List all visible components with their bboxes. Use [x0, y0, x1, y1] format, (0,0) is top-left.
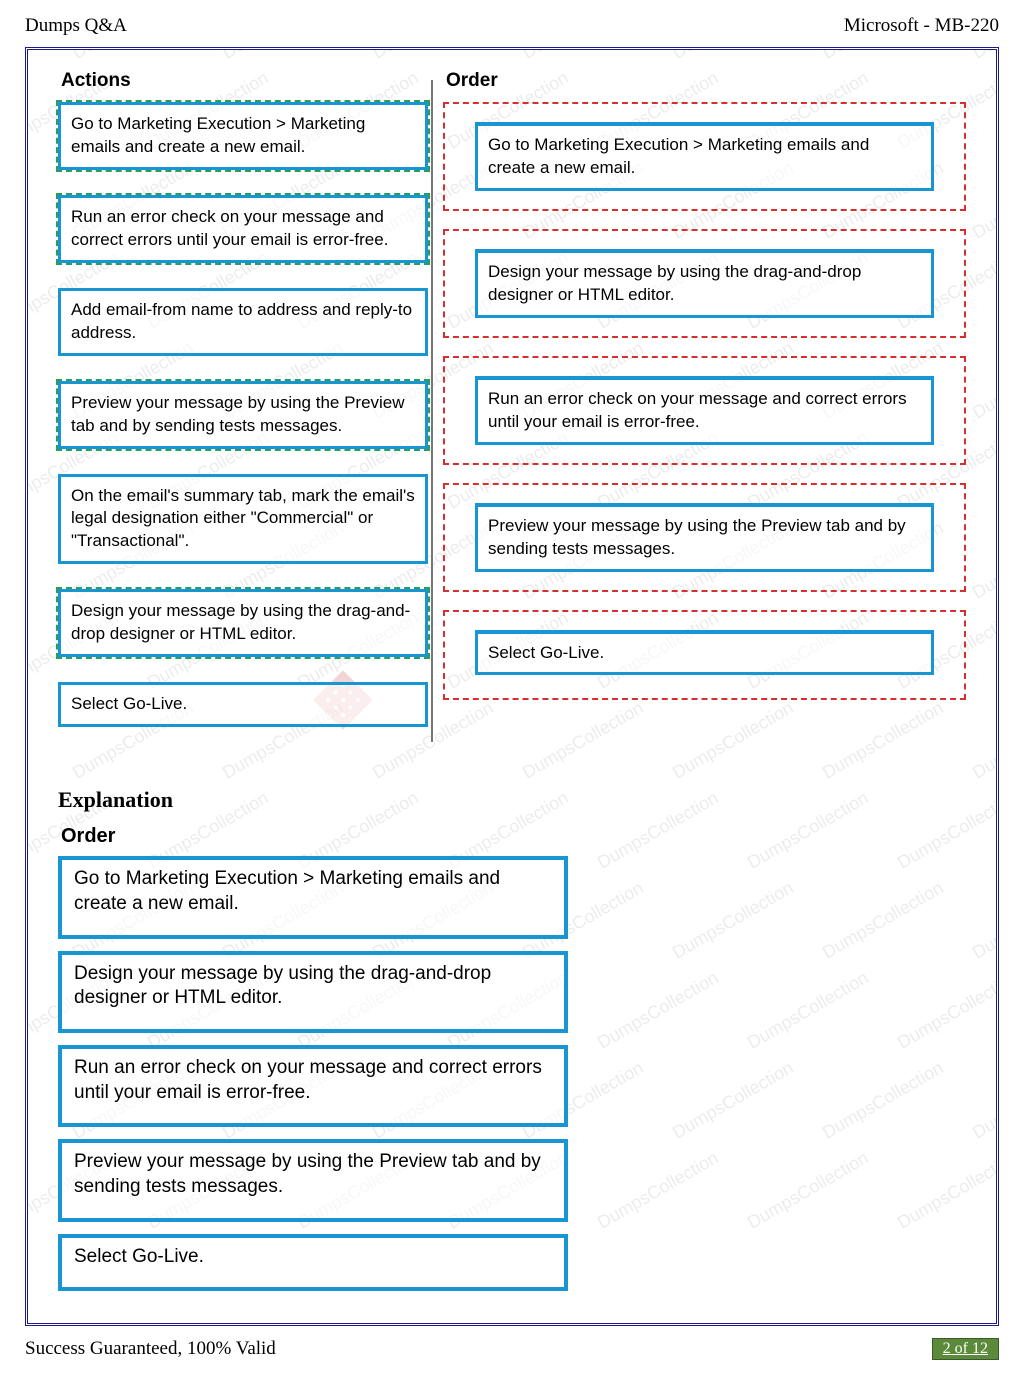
action-item[interactable]: Add email-from name to address and reply…: [58, 288, 428, 356]
page-number-badge: 2 of 12: [932, 1338, 999, 1360]
action-item[interactable]: Select Go-Live.: [58, 682, 428, 727]
actions-column: Actions Go to Marketing Execution > Mark…: [58, 70, 428, 752]
order-item[interactable]: Design your message by using the drag-an…: [475, 249, 934, 318]
order-title: Order: [443, 70, 966, 92]
order-item[interactable]: Preview your message by using the Previe…: [475, 503, 934, 572]
order-column: Order Go to Marketing Execution > Market…: [443, 70, 966, 752]
content-area: Actions Go to Marketing Execution > Mark…: [58, 70, 966, 1291]
action-item[interactable]: Preview your message by using the Previe…: [58, 381, 428, 449]
main-frame: DumpsCollectionDumpsCollectionDumpsColle…: [25, 47, 999, 1326]
order-item[interactable]: Select Go-Live.: [475, 630, 934, 676]
explanation-item: Select Go-Live.: [58, 1234, 568, 1292]
order-slot[interactable]: Select Go-Live.: [443, 610, 966, 700]
explanation-item: Go to Marketing Execution > Marketing em…: [58, 856, 568, 938]
page-root: Dumps Q&A Microsoft - MB-220 DumpsCollec…: [0, 0, 1024, 1375]
explanation-item: Design your message by using the drag-an…: [58, 951, 568, 1033]
order-slot[interactable]: Run an error check on your message and c…: [443, 356, 966, 465]
order-slot[interactable]: Design your message by using the drag-an…: [443, 229, 966, 338]
order-item[interactable]: Go to Marketing Execution > Marketing em…: [475, 122, 934, 191]
order-item[interactable]: Run an error check on your message and c…: [475, 376, 934, 445]
header-left: Dumps Q&A: [25, 15, 127, 37]
explanation-item: Run an error check on your message and c…: [58, 1045, 568, 1127]
explanation-heading: Explanation: [58, 787, 966, 813]
explanation-order-title: Order: [58, 825, 966, 848]
explanation-item: Preview your message by using the Previe…: [58, 1139, 568, 1221]
page-header: Dumps Q&A Microsoft - MB-220: [25, 15, 999, 37]
footer-left: Success Guaranteed, 100% Valid: [25, 1338, 276, 1360]
action-item[interactable]: Go to Marketing Execution > Marketing em…: [58, 102, 428, 170]
action-item[interactable]: Run an error check on your message and c…: [58, 195, 428, 263]
order-slot[interactable]: Preview your message by using the Previe…: [443, 483, 966, 592]
order-slot[interactable]: Go to Marketing Execution > Marketing em…: [443, 102, 966, 211]
header-right: Microsoft - MB-220: [844, 15, 999, 37]
action-item[interactable]: Design your message by using the drag-an…: [58, 589, 428, 657]
action-item[interactable]: On the email's summary tab, mark the ema…: [58, 474, 428, 565]
drag-drop-exercise: Actions Go to Marketing Execution > Mark…: [58, 70, 966, 752]
column-divider: [431, 80, 433, 742]
page-footer: Success Guaranteed, 100% Valid 2 of 12: [25, 1338, 999, 1360]
actions-title: Actions: [58, 70, 428, 92]
